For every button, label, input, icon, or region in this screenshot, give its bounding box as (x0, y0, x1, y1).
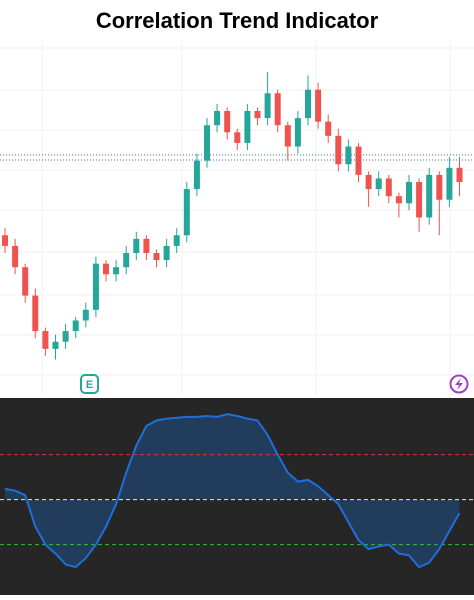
candle-body (143, 238, 150, 253)
earnings-badge-label: E (86, 379, 93, 391)
candle-body (274, 93, 281, 126)
candle-body (224, 111, 231, 133)
candle-body (264, 93, 271, 119)
candle-body (355, 146, 362, 175)
candle-body (335, 135, 342, 165)
candle-body (92, 263, 99, 310)
indicator-area (5, 414, 460, 568)
candle-body (406, 182, 412, 204)
candle-body (395, 196, 402, 204)
candle-body (183, 189, 190, 236)
candle-body (436, 174, 443, 200)
candle-body (2, 235, 8, 246)
lightning-icon (455, 378, 463, 390)
candle-body (22, 267, 29, 296)
candle-body (12, 245, 19, 268)
candle-body (284, 125, 291, 147)
candle-body (72, 320, 79, 332)
candle-body (244, 111, 251, 143)
candle-body (456, 167, 463, 182)
candle-body (214, 111, 221, 126)
candle-body (42, 331, 49, 349)
candle-body (82, 309, 89, 321)
candle-body (416, 182, 423, 218)
candle-body (32, 295, 39, 332)
candle-body (173, 235, 180, 246)
candle-body (315, 89, 322, 122)
candle-body (153, 253, 160, 261)
candle-body (113, 267, 120, 275)
earnings-badge[interactable] (80, 374, 99, 394)
candle-body (294, 118, 301, 147)
candle-body (375, 178, 382, 190)
chart-title: Correlation Trend Indicator (96, 8, 379, 33)
candle-body (234, 132, 241, 143)
indicator-line (4, 413, 461, 569)
candle-body (133, 238, 140, 253)
candle-body (305, 89, 311, 119)
candle-body (325, 121, 332, 136)
candle-body (123, 253, 130, 268)
candle-body (446, 167, 453, 200)
candle-body (193, 160, 200, 190)
candle-body (345, 146, 352, 165)
candle-body (52, 341, 59, 349)
candle-body (365, 174, 372, 190)
candle-body (385, 178, 392, 197)
candle-body (163, 245, 170, 261)
candle-body (62, 331, 69, 342)
candle-body (204, 125, 210, 161)
candle-body (254, 111, 261, 119)
candle-body (426, 174, 433, 218)
candle-body (103, 263, 109, 275)
indicator-background (0, 398, 474, 595)
